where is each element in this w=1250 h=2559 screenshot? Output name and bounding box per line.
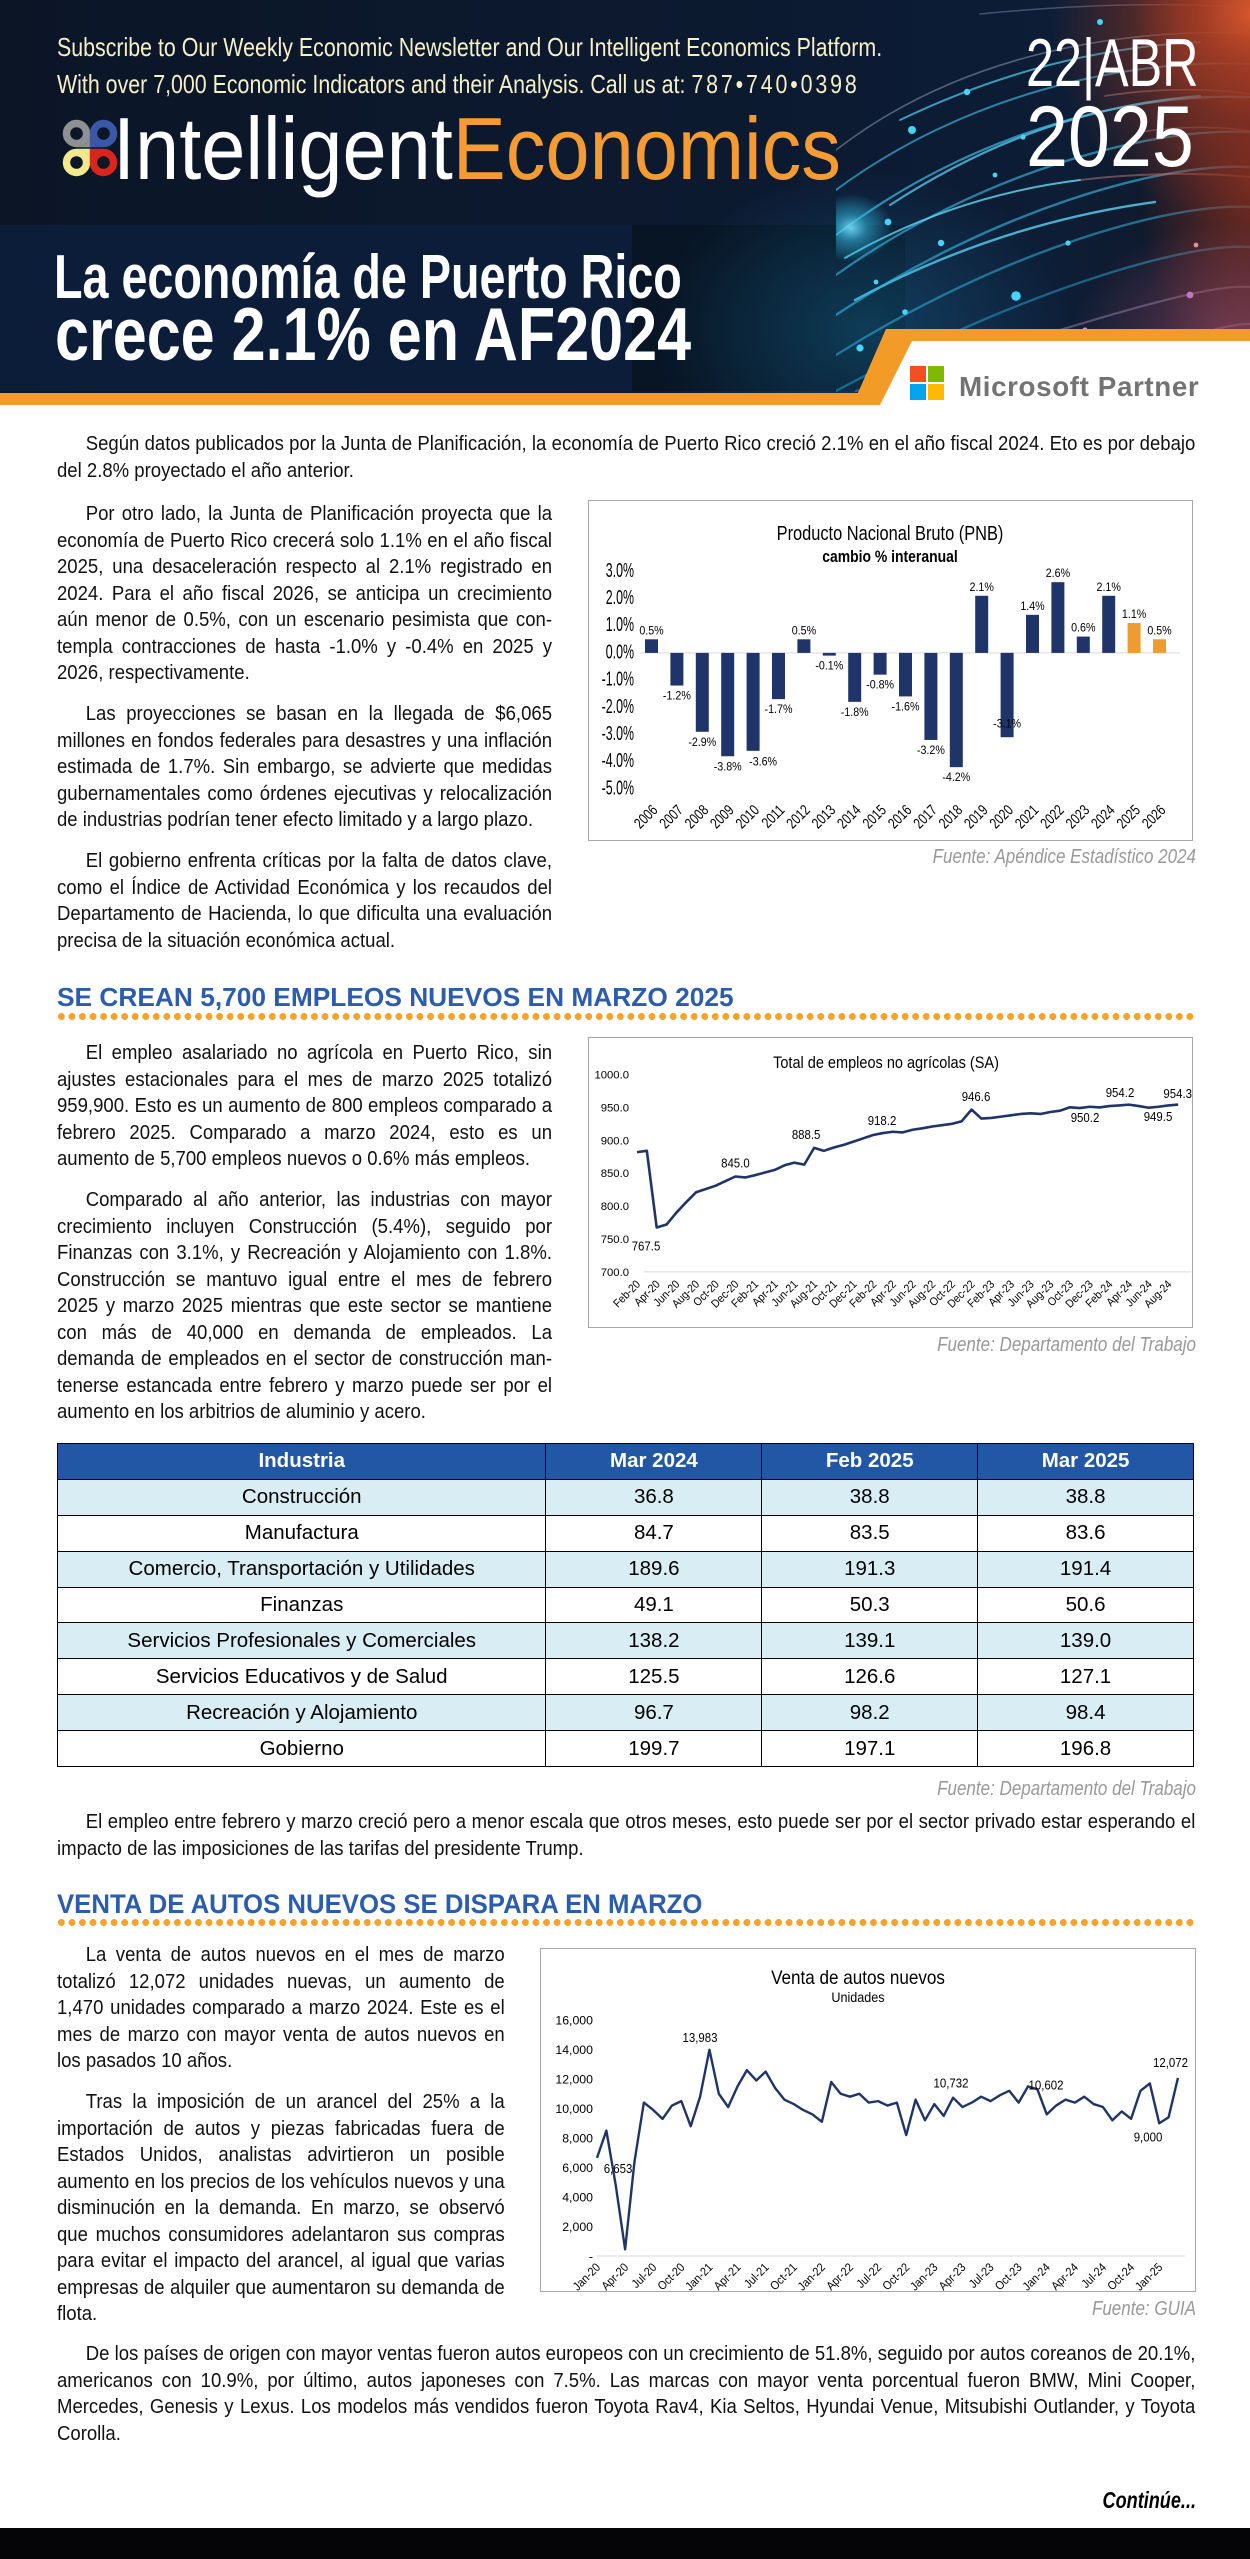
- svg-text:6,000: 6,000: [562, 2161, 593, 2175]
- svg-text:0.0%: 0.0%: [606, 640, 634, 663]
- svg-text:2.0%: 2.0%: [606, 586, 634, 609]
- svg-text:0.5%: 0.5%: [639, 625, 663, 638]
- svg-text:954.3: 954.3: [1163, 1086, 1192, 1101]
- svg-text:918.2: 918.2: [868, 1113, 897, 1128]
- svg-text:-3.0%: -3.0%: [602, 722, 635, 745]
- svg-text:1.0%: 1.0%: [606, 613, 634, 636]
- svg-text:-0.1%: -0.1%: [815, 660, 843, 673]
- svg-text:0.5%: 0.5%: [792, 625, 816, 638]
- svg-text:0.5%: 0.5%: [1147, 625, 1171, 638]
- svg-text:-3.8%: -3.8%: [714, 761, 742, 774]
- svg-text:-2.9%: -2.9%: [688, 736, 716, 749]
- svg-text:16,000: 16,000: [555, 2014, 593, 2028]
- svg-text:6,653: 6,653: [604, 2161, 633, 2176]
- svg-text:-4.0%: -4.0%: [602, 749, 635, 772]
- svg-text:850.0: 850.0: [601, 1168, 629, 1180]
- svg-text:767.5: 767.5: [632, 1239, 661, 1254]
- svg-text:-1.0%: -1.0%: [602, 668, 635, 691]
- svg-text:4,000: 4,000: [562, 2191, 593, 2205]
- svg-text:14,000: 14,000: [555, 2043, 593, 2057]
- svg-text:12,072: 12,072: [1153, 2055, 1188, 2070]
- svg-text:-1.2%: -1.2%: [663, 690, 691, 703]
- svg-text:2.1%: 2.1%: [1097, 581, 1121, 594]
- svg-text:Venta de autos nuevos: Venta de autos nuevos: [771, 1967, 945, 1988]
- svg-text:946.6: 946.6: [962, 1089, 991, 1104]
- svg-text:800.0: 800.0: [601, 1201, 629, 1213]
- svg-text:0.6%: 0.6%: [1071, 622, 1095, 635]
- svg-text:cambio % interanual: cambio % interanual: [822, 548, 957, 567]
- svg-text:10,000: 10,000: [555, 2102, 593, 2116]
- svg-text:8,000: 8,000: [562, 2132, 593, 2146]
- svg-text:1000.0: 1000.0: [594, 1070, 629, 1082]
- svg-text:1.4%: 1.4%: [1020, 600, 1044, 613]
- svg-text:2.6%: 2.6%: [1046, 568, 1070, 581]
- svg-text:950.0: 950.0: [601, 1102, 629, 1114]
- svg-text:Total de empleos no agrícolas: Total de empleos no agrícolas (SA): [773, 1054, 999, 1072]
- svg-text:888.5: 888.5: [792, 1127, 821, 1142]
- svg-text:2.1%: 2.1%: [970, 581, 994, 594]
- svg-text:950.2: 950.2: [1071, 1110, 1100, 1125]
- svg-text:-: -: [589, 2250, 593, 2264]
- svg-text:1.1%: 1.1%: [1122, 608, 1146, 621]
- svg-text:-0.8%: -0.8%: [866, 679, 894, 692]
- svg-text:949.5: 949.5: [1144, 1109, 1173, 1124]
- svg-text:-1.8%: -1.8%: [841, 706, 869, 719]
- svg-text:13,983: 13,983: [683, 2030, 718, 2045]
- svg-text:9,000: 9,000: [1134, 2130, 1163, 2145]
- svg-text:750.0: 750.0: [601, 1234, 629, 1246]
- svg-text:-3.6%: -3.6%: [749, 756, 777, 769]
- svg-text:-4.2%: -4.2%: [942, 772, 970, 785]
- svg-text:Unidades: Unidades: [831, 1989, 884, 2005]
- svg-text:954.2: 954.2: [1106, 1085, 1135, 1100]
- svg-text:700.0: 700.0: [601, 1267, 629, 1279]
- svg-text:10,732: 10,732: [934, 2076, 969, 2091]
- svg-text:10,602: 10,602: [1029, 2078, 1064, 2093]
- svg-text:-1.7%: -1.7%: [765, 704, 793, 717]
- svg-text:845.0: 845.0: [721, 1156, 750, 1171]
- svg-text:-3.2%: -3.2%: [917, 744, 945, 757]
- svg-text:3.0%: 3.0%: [606, 559, 634, 582]
- svg-text:-1.6%: -1.6%: [892, 701, 920, 714]
- svg-text:Producto Nacional Bruto (PNB): Producto Nacional Bruto (PNB): [777, 521, 1004, 544]
- svg-text:2,000: 2,000: [562, 2220, 593, 2234]
- svg-text:-2.0%: -2.0%: [602, 695, 635, 718]
- svg-text:12,000: 12,000: [555, 2073, 593, 2087]
- svg-text:-5.0%: -5.0%: [602, 776, 635, 799]
- svg-text:-3.1%: -3.1%: [993, 718, 1021, 731]
- svg-text:900.0: 900.0: [601, 1135, 629, 1147]
